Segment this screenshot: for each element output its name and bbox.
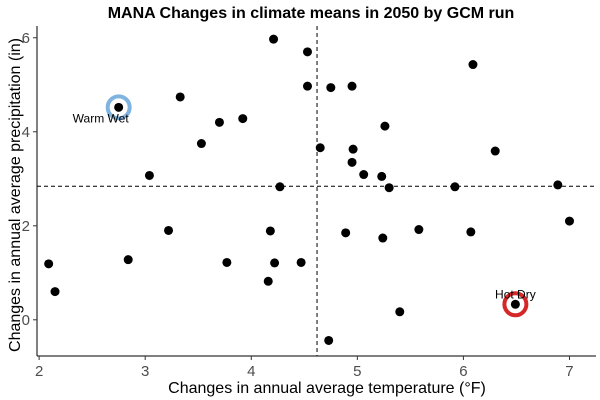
- data-point: [348, 144, 358, 154]
- reference-lines: [37, 26, 596, 356]
- x-tick-label: 5: [353, 363, 361, 380]
- highlight-label: Hot Dry: [495, 287, 536, 301]
- data-point: [114, 102, 124, 112]
- highlight-label: Warm Wet: [73, 111, 130, 125]
- data-point: [450, 182, 460, 192]
- data-point: [315, 143, 325, 153]
- x-tick-label: 3: [141, 363, 149, 380]
- data-point: [490, 146, 500, 156]
- data-point: [144, 170, 154, 180]
- annotations: Warm Wet Hot Dry: [73, 111, 536, 301]
- x-tick-label: 4: [247, 363, 255, 380]
- data-point: [347, 81, 357, 91]
- axes: [36, 26, 596, 357]
- data-point: [263, 276, 273, 286]
- highlight-rings: [105, 94, 529, 318]
- data-point: [414, 225, 424, 235]
- y-tick-label: 2: [22, 218, 30, 235]
- x-tick-label: 2: [35, 363, 43, 380]
- data-point: [378, 233, 388, 243]
- data-point: [510, 299, 520, 309]
- data-point: [265, 226, 275, 236]
- data-point: [341, 228, 351, 238]
- data-point: [238, 114, 248, 124]
- data-point: [359, 170, 369, 180]
- data-points: [44, 34, 574, 345]
- data-point: [222, 257, 232, 267]
- data-point: [324, 335, 334, 345]
- data-point: [564, 216, 574, 226]
- data-point: [44, 259, 54, 269]
- data-point: [326, 83, 336, 93]
- data-point: [175, 92, 185, 102]
- data-point: [302, 81, 312, 91]
- data-point: [553, 180, 563, 190]
- data-point: [214, 117, 224, 127]
- data-point: [296, 257, 306, 267]
- data-point: [302, 47, 312, 57]
- data-point: [270, 258, 280, 268]
- data-point: [347, 157, 357, 167]
- data-point: [468, 60, 478, 70]
- data-point: [50, 287, 60, 297]
- data-point: [196, 139, 206, 149]
- data-point: [269, 34, 279, 44]
- axis-ticks: 2 3 4 5 6 7 0 2 4 6: [22, 30, 574, 380]
- data-point: [377, 171, 387, 181]
- chart-title: MANA Changes in climate means in 2050 by…: [108, 5, 515, 22]
- data-point: [380, 121, 390, 131]
- data-point: [275, 182, 285, 192]
- x-axis-label: Changes in annual average temperature (°…: [168, 380, 486, 397]
- data-point: [395, 307, 405, 317]
- y-tick-label: 4: [22, 124, 30, 141]
- data-point: [123, 255, 133, 265]
- x-tick-label: 7: [565, 363, 573, 380]
- data-point: [164, 225, 174, 235]
- y-tick-label: 6: [22, 30, 30, 47]
- y-tick-label: 0: [22, 312, 30, 329]
- y-axis-label: Changes in annual average precipitation …: [7, 38, 24, 352]
- data-point: [384, 183, 394, 193]
- x-tick-label: 6: [459, 363, 467, 380]
- data-point: [466, 227, 476, 237]
